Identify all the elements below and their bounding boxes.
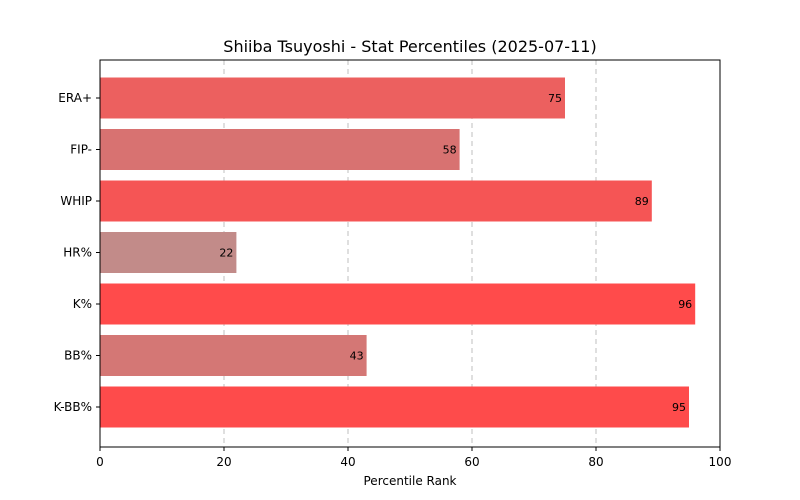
bar bbox=[100, 180, 652, 222]
bar bbox=[100, 283, 696, 325]
data-label: 43 bbox=[350, 350, 364, 363]
bar bbox=[100, 129, 460, 170]
y-tick-label: BB% bbox=[64, 349, 92, 363]
y-tick-label: FIP- bbox=[70, 143, 92, 157]
data-label: 95 bbox=[672, 401, 686, 414]
y-tick-label: WHIP bbox=[60, 194, 92, 208]
x-tick-label: 60 bbox=[464, 455, 479, 469]
bar bbox=[100, 77, 565, 119]
y-tick-label: K-BB% bbox=[54, 400, 92, 414]
data-label: 75 bbox=[548, 92, 562, 105]
data-label: 58 bbox=[443, 144, 457, 157]
y-tick-label: ERA+ bbox=[58, 91, 92, 105]
bar bbox=[100, 386, 689, 428]
x-tick-label: 0 bbox=[96, 455, 104, 469]
bar bbox=[100, 335, 367, 376]
x-axis-label: Percentile Rank bbox=[364, 474, 457, 488]
data-label: 96 bbox=[678, 298, 692, 311]
data-label: 89 bbox=[635, 195, 649, 208]
x-tick-label: 40 bbox=[340, 455, 355, 469]
y-tick-label: HR% bbox=[63, 246, 92, 260]
x-tick-label: 80 bbox=[588, 455, 603, 469]
plot-frame bbox=[99, 59, 721, 448]
bar-layer: 75 58 89 22 96 43 95 bbox=[100, 77, 696, 428]
x-tick-label: 100 bbox=[709, 455, 732, 469]
axis-layer: ERA+ FIP- WHIP HR% K% BB% K-BB% 0 20 40 60 80 100 bbox=[54, 91, 732, 469]
bar bbox=[100, 232, 237, 273]
chart-title: Shiiba Tsuyoshi - Stat Percentiles (2025… bbox=[223, 37, 596, 56]
y-tick-label: K% bbox=[73, 297, 92, 311]
data-label: 22 bbox=[219, 247, 233, 260]
x-tick-label: 20 bbox=[216, 455, 231, 469]
